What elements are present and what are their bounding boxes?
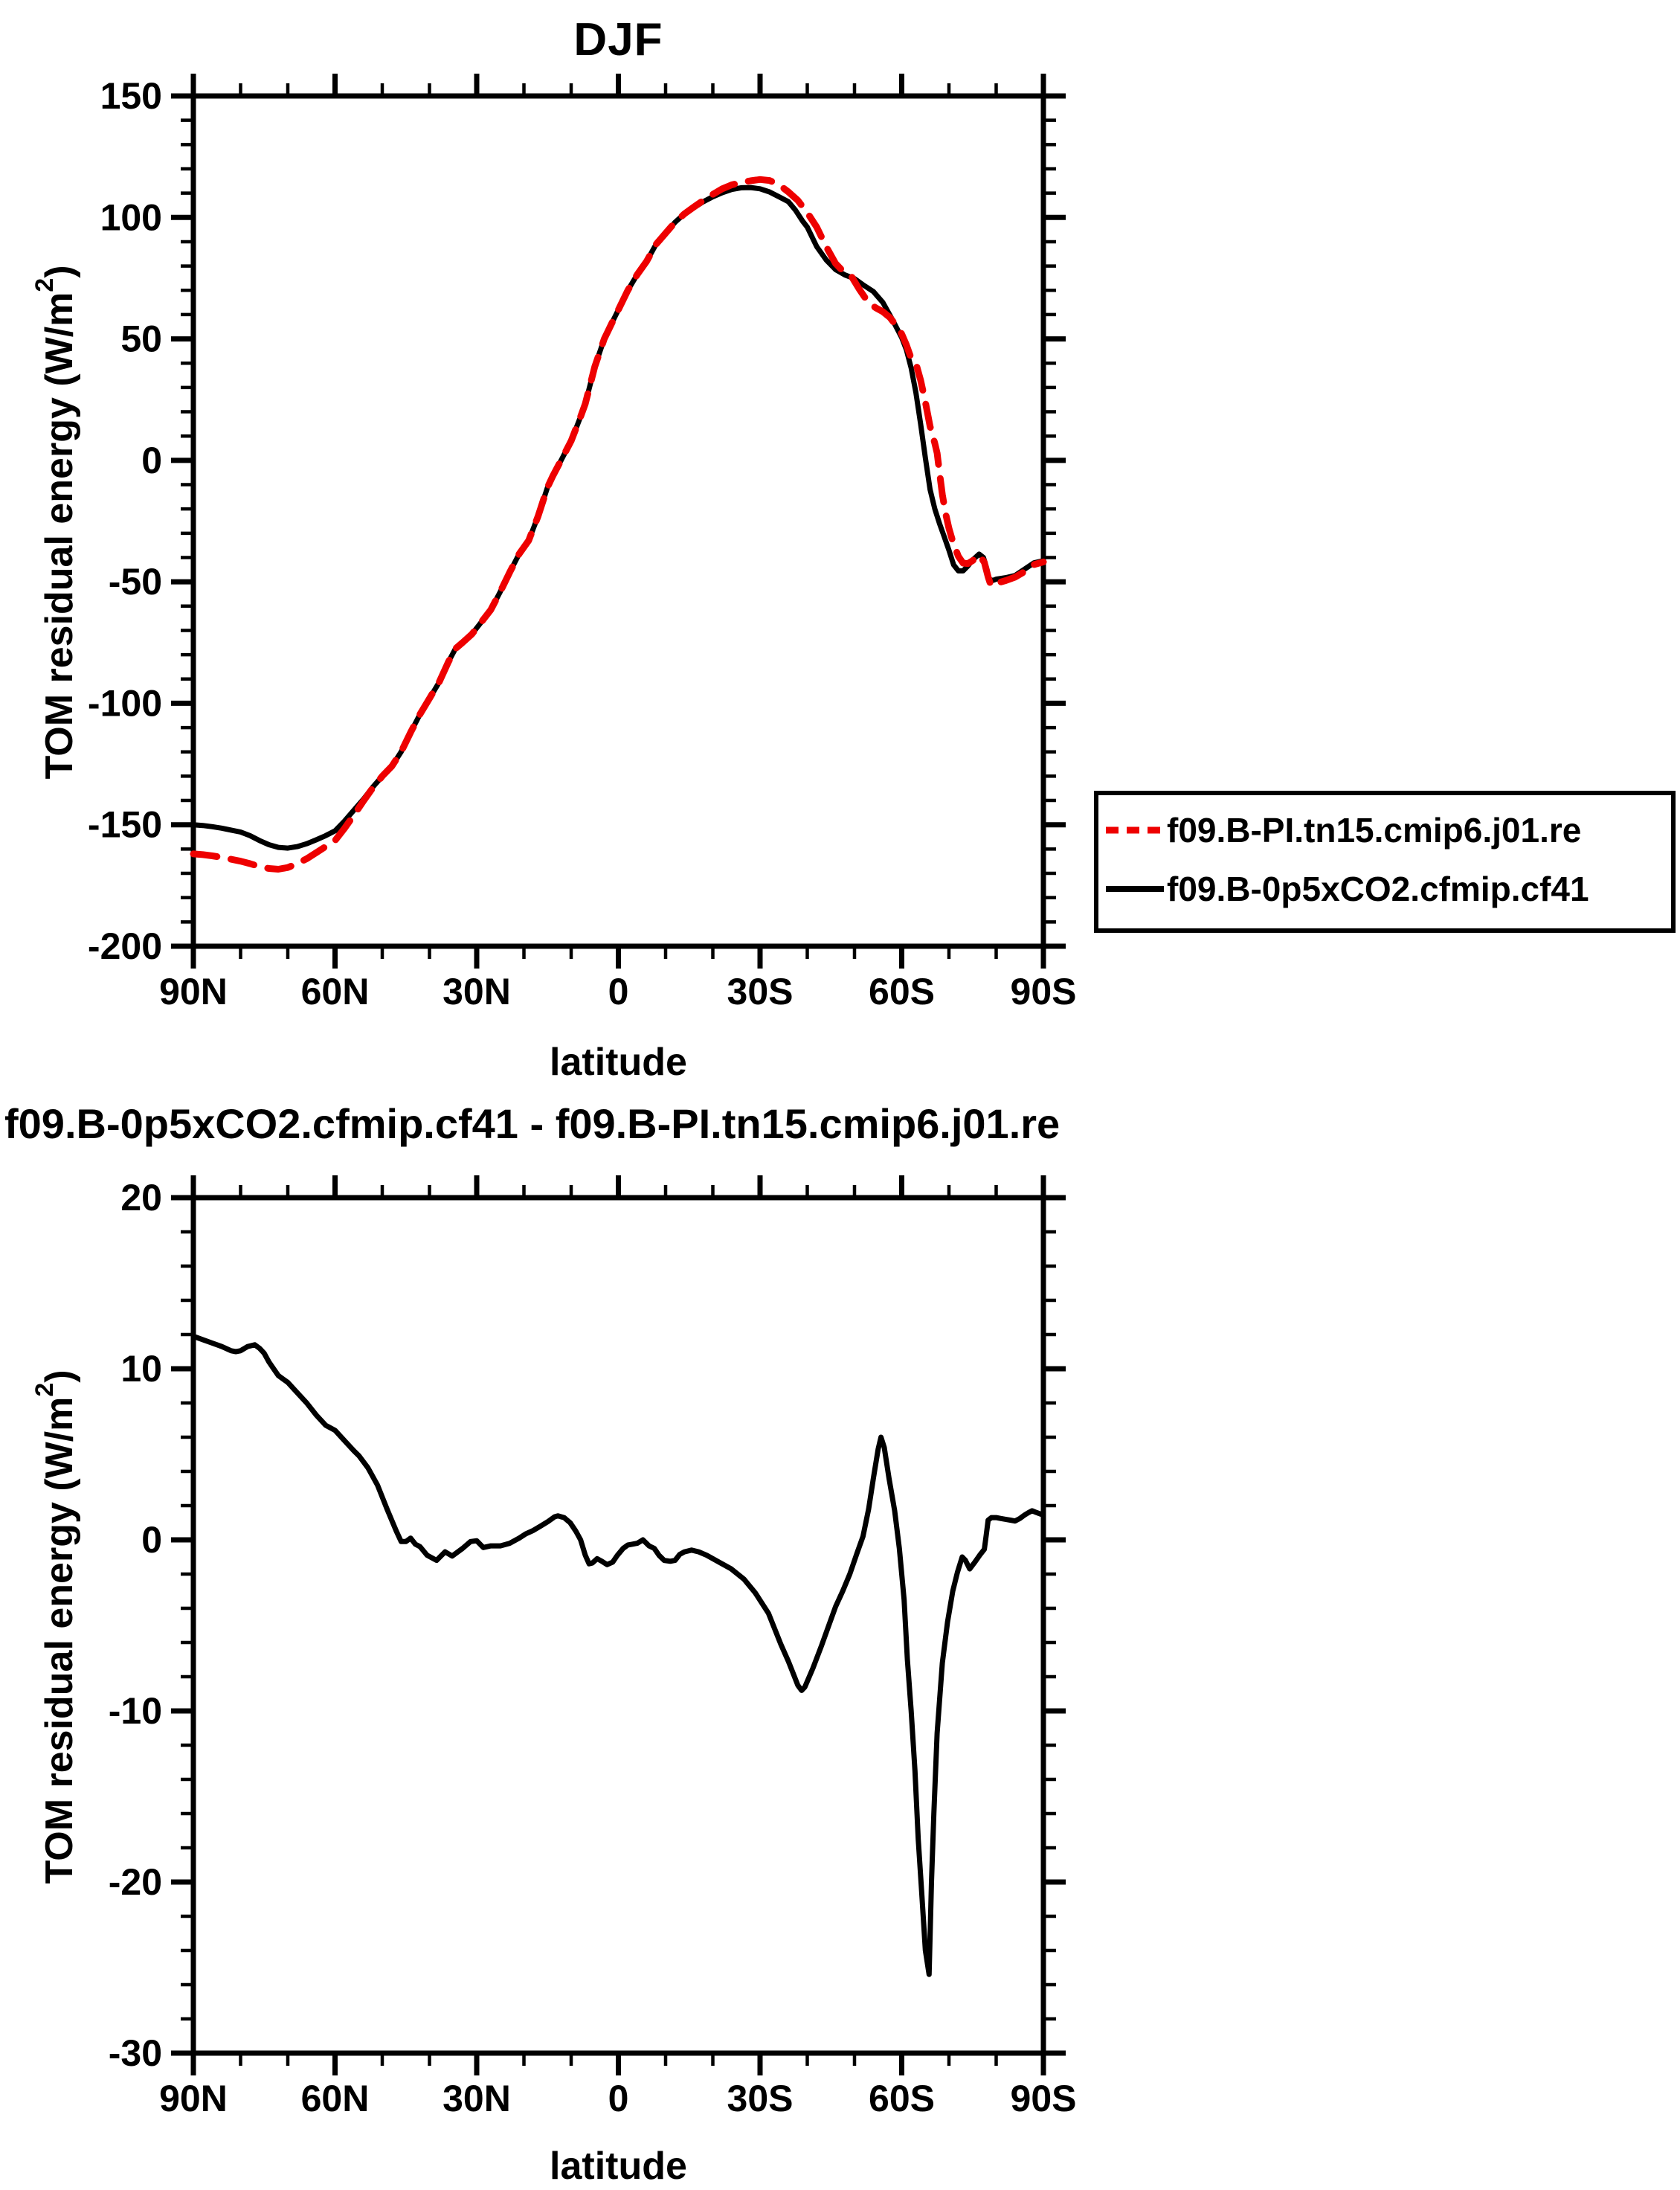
x-tick-label: 60N — [301, 971, 370, 1012]
x-tick-label: 30N — [442, 971, 511, 1012]
x-major-ticks — [190, 1175, 1046, 2075]
y-tick-label: 0 — [141, 440, 162, 481]
x-tick-label: 90S — [1011, 2078, 1077, 2119]
y-tick-label: 50 — [120, 318, 162, 360]
legend-label: f09.B-PI.tn15.cmip6.j01.re — [1167, 811, 1582, 850]
y-minor-ticks — [181, 118, 1056, 924]
y-tick-label: -100 — [88, 682, 162, 724]
x-tick-label: 60S — [869, 2078, 935, 2119]
x-tick-label: 0 — [608, 971, 629, 1012]
bottom-chart-x-axis-label: latitude — [550, 2145, 687, 2188]
y-axis-label-superscript: 2 — [30, 1382, 59, 1397]
x-tick-label: 30S — [727, 971, 794, 1012]
y-major-ticks — [171, 93, 1066, 949]
y-tick-label: -50 — [109, 561, 162, 603]
bottom-chart-title: f09.B-0p5xCO2.cfmip.cf41 - f09.B-PI.tn15… — [4, 1100, 1061, 1147]
legend-solid-line-sample — [1106, 885, 1164, 892]
y-tick-label: 100 — [100, 196, 162, 238]
y-axis-label-suffix: ) — [38, 1369, 81, 1383]
solid-data-line — [190, 1333, 1046, 1977]
x-tick-label: 0 — [608, 2078, 629, 2119]
y-major-ticks — [171, 1195, 1066, 2056]
legend-entry: f09.B-0p5xCO2.cfmip.cf41 — [1104, 867, 1671, 911]
x-tick-label: 90S — [1011, 971, 1077, 1012]
bottom-chart-y-axis-label: TOM residual energy (W/m2) — [22, 1199, 81, 2055]
y-tick-label: 150 — [100, 75, 162, 117]
x-major-ticks — [190, 74, 1046, 969]
x-tick-label: 90N — [159, 971, 228, 1012]
legend-dashed-line-sample — [1106, 826, 1164, 834]
x-tick-label: 90N — [159, 2078, 228, 2119]
y-minor-ticks — [181, 1230, 1056, 2021]
y-axis-label-text: TOM residual energy (W/m — [38, 1396, 81, 1884]
legend: f09.B-PI.tn15.cmip6.j01.re f09.B-0p5xCO2… — [1094, 791, 1676, 933]
y-tick-label: -10 — [109, 1690, 162, 1732]
x-minor-ticks — [239, 83, 998, 959]
top-chart-x-axis-label: latitude — [550, 1041, 687, 1084]
x-tick-label: 60N — [301, 2078, 370, 2119]
y-tick-label: 10 — [120, 1348, 162, 1390]
y-tick-label: 20 — [120, 1177, 162, 1218]
y-tick-label: -20 — [109, 1861, 162, 1903]
top-chart-title: DJF — [573, 14, 663, 65]
y-tick-label: -30 — [109, 2032, 162, 2074]
dashed-data-line — [190, 176, 1047, 873]
x-minor-ticks — [239, 1185, 998, 2066]
y-tick-label: -150 — [88, 804, 162, 846]
legend-label: f09.B-0p5xCO2.cfmip.cf41 — [1167, 869, 1589, 908]
x-tick-label: 30S — [727, 2078, 794, 2119]
y-tick-label: 0 — [141, 1519, 162, 1561]
x-tick-label: 60S — [869, 971, 935, 1012]
x-tick-label: 30N — [442, 2078, 511, 2119]
y-tick-label: -200 — [88, 925, 162, 967]
legend-entry: f09.B-PI.tn15.cmip6.j01.re — [1104, 808, 1671, 852]
